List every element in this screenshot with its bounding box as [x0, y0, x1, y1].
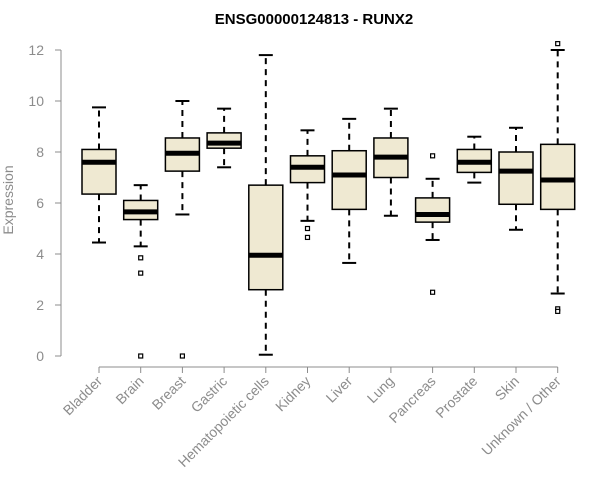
outlier-point — [138, 270, 144, 276]
box-iqr — [539, 143, 576, 211]
box-breast — [164, 100, 201, 359]
x-tick-label: Prostate — [432, 373, 480, 421]
box-liver — [331, 117, 367, 264]
y-tick-label: 12 — [28, 42, 44, 58]
outlier-point — [555, 308, 561, 314]
chart-title: ENSG00000124813 - RUNX2 — [215, 11, 413, 28]
box-hematopoietic-cells — [248, 54, 284, 356]
box-pancreas — [414, 153, 451, 295]
x-tick-label: Lung — [364, 373, 397, 406]
box-skin — [498, 126, 534, 231]
x-tick-label: Kidney — [272, 373, 314, 415]
boxes-group — [81, 41, 576, 359]
box-lung — [373, 107, 409, 217]
y-tick-label: 10 — [28, 93, 44, 109]
outlier-point — [179, 353, 185, 359]
box-iqr — [206, 132, 242, 149]
box-kidney — [289, 129, 326, 241]
outlier-point — [304, 225, 311, 232]
y-tick-label: 2 — [36, 297, 44, 313]
box-iqr — [498, 151, 534, 206]
box-bladder — [81, 106, 117, 244]
outlier-point — [430, 289, 436, 295]
x-tick-label: Skin — [492, 373, 523, 404]
box-iqr — [248, 184, 284, 291]
outlier-point — [138, 255, 144, 261]
outlier-point — [430, 153, 436, 159]
x-tick-label: Bladder — [60, 373, 106, 419]
x-tick-label: Liver — [323, 373, 356, 406]
box-iqr — [414, 197, 451, 223]
box-iqr — [331, 149, 367, 211]
box-brain — [122, 184, 159, 359]
x-tick-label: Brain — [112, 373, 146, 407]
outlier-point — [555, 41, 561, 47]
y-tick-label: 8 — [36, 144, 44, 160]
x-tick-label: Unknown / Other — [478, 373, 564, 459]
y-axis: 0 2 4 6 8 10 12 — [28, 42, 62, 364]
box-gastric — [206, 107, 242, 169]
y-tick-label: 4 — [36, 246, 44, 262]
outlier-point — [304, 234, 311, 241]
x-tick-label: Breast — [149, 373, 189, 413]
box-unknown-other — [539, 41, 576, 314]
box-iqr — [81, 148, 117, 195]
y-axis-label: Expression — [0, 165, 16, 234]
outlier-point — [138, 353, 144, 359]
y-tick-label: 6 — [36, 195, 44, 211]
y-tick-label: 0 — [36, 348, 44, 364]
box-prostate — [456, 135, 493, 184]
